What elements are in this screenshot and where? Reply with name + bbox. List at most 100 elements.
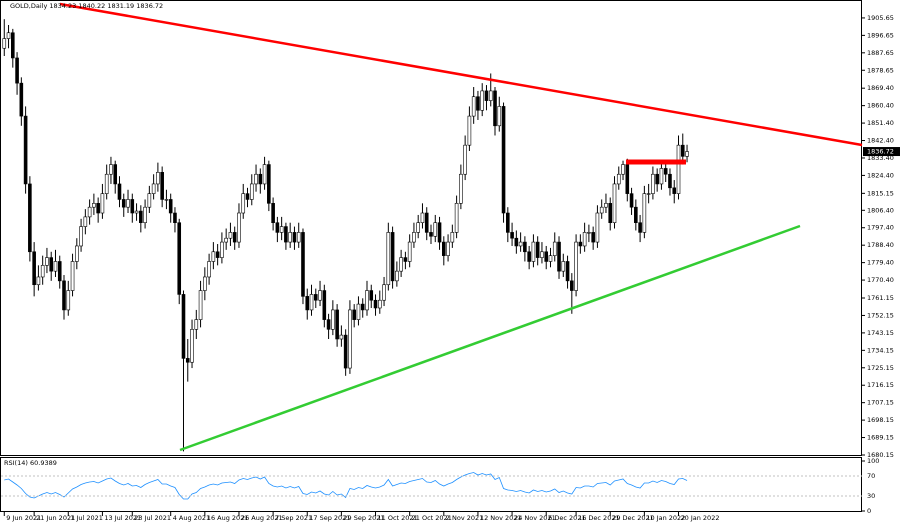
candle-body bbox=[279, 226, 284, 233]
candle-body bbox=[629, 193, 634, 208]
x-tick-label: 21 Jun 2021 bbox=[36, 514, 75, 522]
candle-body bbox=[147, 193, 152, 208]
y-tick-label: 1896.65 bbox=[867, 31, 894, 39]
chart-header: GOLD,Daily 1834.23 1840.22 1831.19 1836.… bbox=[10, 2, 163, 10]
candle-body bbox=[301, 232, 305, 297]
candle-body bbox=[70, 261, 75, 291]
candle-body bbox=[646, 193, 651, 195]
x-tick-label: 4 Aug 2021 bbox=[173, 514, 211, 522]
candle-body bbox=[565, 261, 570, 282]
rsi-title: RSI(14) bbox=[4, 459, 28, 467]
x-tick-label: 23 Jul 2021 bbox=[134, 514, 171, 522]
y-tick-label: 1824.40 bbox=[867, 171, 894, 179]
candle-body bbox=[433, 222, 438, 237]
y-tick-label: 1752.15 bbox=[867, 311, 894, 319]
candle-body bbox=[595, 212, 600, 243]
candle-body bbox=[612, 183, 617, 224]
candle-body bbox=[437, 222, 442, 243]
candle-body bbox=[360, 303, 365, 311]
candle-body bbox=[87, 206, 92, 218]
candle-body bbox=[220, 241, 224, 258]
candle-body bbox=[100, 193, 105, 214]
candle-body bbox=[249, 183, 254, 200]
y-tick-label: 1905.65 bbox=[867, 14, 894, 22]
candle-body bbox=[15, 57, 19, 84]
candle-body bbox=[75, 245, 79, 262]
x-tick-label: 20 Jan 2022 bbox=[681, 514, 720, 522]
candle-body bbox=[241, 193, 246, 214]
candle-body bbox=[79, 226, 83, 247]
resistance-trendline bbox=[59, 2, 863, 147]
candle-body bbox=[305, 296, 310, 311]
candle-body bbox=[365, 290, 369, 311]
y-tick-label: 1698.15 bbox=[867, 416, 894, 424]
x-tick-label: 1 Jul 2021 bbox=[70, 514, 103, 522]
candle-body bbox=[134, 210, 139, 214]
candle-body bbox=[625, 164, 630, 194]
candle-body bbox=[23, 115, 28, 185]
candle-body bbox=[181, 294, 186, 359]
candle-body bbox=[339, 334, 344, 340]
candle-body bbox=[139, 210, 143, 224]
candle-body bbox=[514, 237, 519, 247]
y-tick-label: 1860.40 bbox=[867, 102, 894, 110]
candle-body bbox=[476, 96, 480, 111]
rsi-header: RSI(14) 60.9389 bbox=[4, 459, 57, 467]
candle-body bbox=[518, 241, 523, 247]
candle-body bbox=[471, 96, 476, 117]
candle-body bbox=[488, 90, 493, 101]
candle-body bbox=[40, 265, 45, 278]
candle-body bbox=[390, 232, 395, 282]
candle-body bbox=[621, 164, 625, 175]
candle-body bbox=[160, 172, 164, 200]
x-tick-label: 16 Aug 2021 bbox=[207, 514, 249, 522]
candle-body bbox=[616, 173, 621, 185]
candle-body bbox=[164, 199, 169, 201]
x-tick-label: 17 Sep 2021 bbox=[309, 514, 350, 522]
candle-body bbox=[373, 299, 378, 309]
candle-body bbox=[377, 299, 382, 309]
y-tick-label: 1833.40 bbox=[867, 154, 894, 162]
y-tick-label: 1761.15 bbox=[867, 294, 894, 302]
candle-body bbox=[211, 251, 216, 262]
candle-body bbox=[429, 232, 433, 237]
candle-body bbox=[659, 168, 664, 185]
candle-body bbox=[32, 251, 36, 286]
x-tick-label: 10 Jan 2022 bbox=[646, 514, 685, 522]
candle-body bbox=[638, 222, 642, 233]
candle-body bbox=[262, 164, 267, 185]
candle-body bbox=[459, 173, 463, 204]
candle-body bbox=[672, 187, 677, 194]
last-low: 1831.19 bbox=[107, 2, 134, 10]
rsi-last: 60.9389 bbox=[30, 459, 57, 467]
x-tick-label: 2 Nov 2021 bbox=[446, 514, 484, 522]
y-tick-label: 30 bbox=[867, 492, 875, 500]
y-tick-label: 1716.15 bbox=[867, 381, 894, 389]
candle-body bbox=[331, 309, 335, 330]
candle-body bbox=[527, 251, 531, 262]
x-tick-label: 6 Dec 2021 bbox=[548, 514, 585, 522]
candle-body bbox=[2, 38, 7, 49]
candle-body bbox=[224, 237, 228, 243]
candle-body bbox=[185, 358, 190, 363]
candle-body bbox=[288, 232, 292, 243]
candle-body bbox=[591, 232, 595, 243]
candle-body bbox=[407, 241, 412, 262]
candle-body bbox=[258, 173, 263, 185]
rsi-line bbox=[4, 472, 688, 500]
candle-body bbox=[237, 212, 241, 243]
candle-body bbox=[117, 183, 122, 200]
candle-body bbox=[113, 164, 118, 185]
y-tick-label: 1743.15 bbox=[867, 329, 894, 337]
candle-body bbox=[348, 309, 352, 369]
y-tick-label: 1815.15 bbox=[867, 189, 894, 197]
x-tick-label: 7 Sep 2021 bbox=[275, 514, 312, 522]
candle-body bbox=[480, 90, 485, 111]
candle-body bbox=[531, 241, 536, 262]
candle-body bbox=[104, 173, 109, 194]
candle-body bbox=[83, 216, 88, 227]
candle-body bbox=[62, 280, 66, 311]
y-tick-label: 1806.40 bbox=[867, 206, 894, 214]
candle-body bbox=[326, 319, 331, 330]
candle-body bbox=[313, 294, 318, 301]
